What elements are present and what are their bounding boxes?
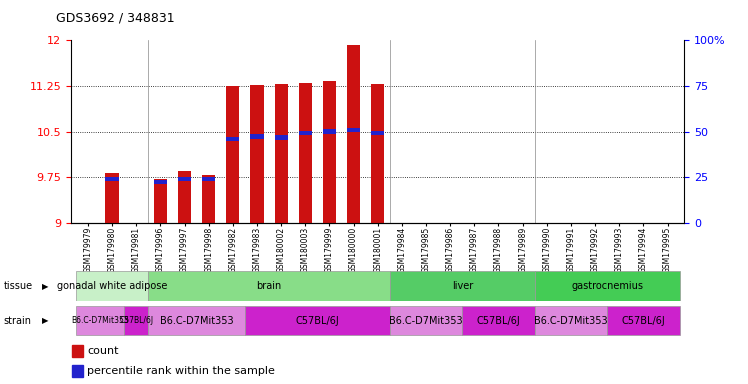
Bar <box>462 306 535 335</box>
Bar <box>390 306 462 335</box>
Text: liver: liver <box>452 281 473 291</box>
Bar <box>76 271 148 301</box>
Bar <box>105 173 119 223</box>
Text: strain: strain <box>4 316 31 326</box>
Text: tissue: tissue <box>4 281 33 291</box>
Bar <box>202 175 215 223</box>
Bar <box>226 137 239 141</box>
Bar <box>178 177 191 181</box>
Bar <box>298 83 312 223</box>
Text: B6.C-D7Mit353: B6.C-D7Mit353 <box>160 316 233 326</box>
Bar <box>124 306 148 335</box>
Text: GDS3692 / 348831: GDS3692 / 348831 <box>56 12 175 25</box>
Bar <box>245 306 390 335</box>
Bar <box>251 134 263 139</box>
Bar <box>275 84 288 223</box>
Text: B6.C-D7Mit353: B6.C-D7Mit353 <box>534 316 607 326</box>
Bar <box>298 131 312 136</box>
Text: gastrocnemius: gastrocnemius <box>571 281 643 291</box>
Text: ▶: ▶ <box>42 316 49 325</box>
Bar <box>178 171 191 223</box>
Text: brain: brain <box>257 281 282 291</box>
Bar <box>251 85 263 223</box>
Text: C57BL/6J: C57BL/6J <box>476 316 521 326</box>
Bar <box>202 177 215 181</box>
Bar <box>347 128 361 132</box>
Text: ▶: ▶ <box>42 281 49 291</box>
Text: count: count <box>87 346 118 356</box>
Bar <box>371 84 384 223</box>
Bar <box>148 271 390 301</box>
Text: C57BL/6J: C57BL/6J <box>622 316 665 326</box>
Bar <box>607 306 680 335</box>
Bar <box>323 81 336 223</box>
Bar <box>535 306 607 335</box>
Bar <box>226 86 239 223</box>
Bar <box>535 271 680 301</box>
Bar <box>154 179 167 223</box>
Bar <box>154 180 167 184</box>
Bar <box>148 306 245 335</box>
Bar <box>73 345 83 357</box>
Bar <box>347 45 361 223</box>
Text: B6.C-D7Mit353: B6.C-D7Mit353 <box>389 316 463 326</box>
Bar <box>76 306 124 335</box>
Bar <box>323 129 336 134</box>
Text: B6.C-D7Mit353: B6.C-D7Mit353 <box>71 316 129 325</box>
Bar <box>371 131 384 136</box>
Bar <box>390 271 535 301</box>
Bar <box>105 177 119 181</box>
Text: C57BL/6J: C57BL/6J <box>295 316 340 326</box>
Bar <box>73 365 83 377</box>
Text: gonadal white adipose: gonadal white adipose <box>57 281 168 291</box>
Text: percentile rank within the sample: percentile rank within the sample <box>87 366 275 376</box>
Text: C57BL/6J: C57BL/6J <box>119 316 153 325</box>
Bar <box>275 136 288 140</box>
